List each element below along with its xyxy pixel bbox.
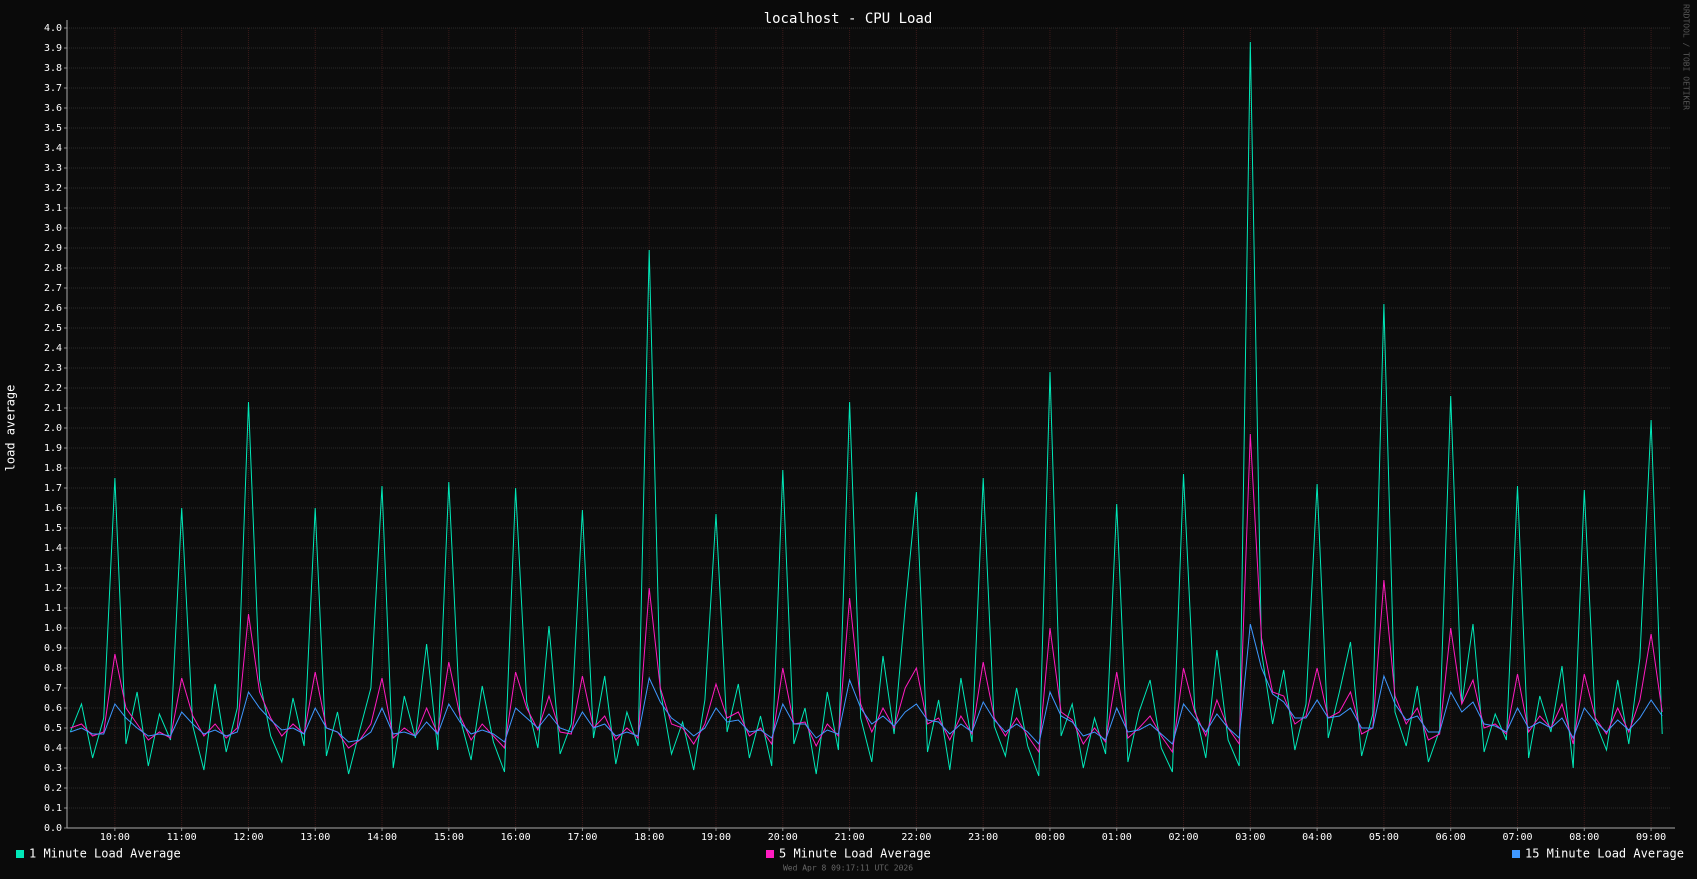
y-tick-label: 3.7: [44, 83, 62, 94]
x-tick-label: 17:00: [567, 832, 597, 843]
x-tick-label: 11:00: [167, 832, 197, 843]
x-tick-label: 19:00: [701, 832, 731, 843]
x-tick-label: 16:00: [501, 832, 531, 843]
y-tick-label: 1.6: [44, 503, 62, 514]
x-tick-label: 20:00: [768, 832, 798, 843]
x-tick-label: 02:00: [1168, 832, 1198, 843]
x-tick-label: 15:00: [434, 832, 464, 843]
x-tick-label: 22:00: [901, 832, 931, 843]
y-tick-label: 2.7: [44, 283, 62, 294]
y-tick-label: 0.2: [44, 783, 62, 794]
y-tick-label: 3.6: [44, 103, 62, 114]
y-tick-label: 2.5: [44, 323, 62, 334]
y-tick-label: 0.0: [44, 823, 62, 834]
x-tick-label: 05:00: [1369, 832, 1399, 843]
y-tick-label: 0.7: [44, 683, 62, 694]
y-tick-label: 4.0: [44, 23, 62, 34]
x-tick-label: 13:00: [300, 832, 330, 843]
x-tick-label: 14:00: [367, 832, 397, 843]
watermark: RRDTOOL / TOBI OETIKER: [1682, 4, 1691, 110]
y-tick-label: 3.4: [44, 143, 62, 154]
x-tick-label: 04:00: [1302, 832, 1332, 843]
y-tick-label: 1.3: [44, 563, 62, 574]
y-tick-label: 1.0: [44, 623, 62, 634]
y-axis-label: load average: [4, 385, 18, 472]
y-tick-label: 2.0: [44, 423, 62, 434]
x-tick-label: 12:00: [233, 832, 263, 843]
lines: [69, 41, 1663, 777]
y-tick-label: 2.8: [44, 263, 62, 274]
y-tick-label: 0.1: [44, 803, 62, 814]
y-tick-label: 3.3: [44, 163, 62, 174]
x-tick-label: 09:00: [1636, 832, 1666, 843]
legend-label: 15 Minute Load Average: [1525, 847, 1684, 861]
x-tick-label: 18:00: [634, 832, 664, 843]
legend-swatch: [16, 850, 24, 858]
plot-area: [67, 28, 1670, 828]
y-tick-label: 2.4: [44, 343, 62, 354]
y-tick-label: 3.8: [44, 63, 62, 74]
y-tick-label: 0.3: [44, 763, 62, 774]
y-tick-label: 0.9: [44, 643, 62, 654]
y-tick-label: 3.9: [44, 43, 62, 54]
y-tick-label: 3.5: [44, 123, 62, 134]
x-tick-label: 06:00: [1436, 832, 1466, 843]
chart-title: localhost - CPU Load: [764, 11, 933, 27]
x-tick-label: 03:00: [1235, 832, 1265, 843]
y-tick-label: 1.2: [44, 583, 62, 594]
legend-swatch: [766, 850, 774, 858]
y-tick-label: 3.1: [44, 203, 62, 214]
y-tick-label: 0.8: [44, 663, 62, 674]
legend-swatch: [1512, 850, 1520, 858]
y-tick-label: 0.5: [44, 723, 62, 734]
y-tick-label: 2.2: [44, 383, 62, 394]
y-tick-label: 3.2: [44, 183, 62, 194]
y-tick-label: 2.9: [44, 243, 62, 254]
y-tick-label: 2.3: [44, 363, 62, 374]
x-tick-label: 08:00: [1569, 832, 1599, 843]
y-tick-label: 2.1: [44, 403, 62, 414]
y-tick-label: 1.1: [44, 603, 62, 614]
y-tick-label: 2.6: [44, 303, 62, 314]
y-tick-label: 0.6: [44, 703, 62, 714]
y-tick-label: 3.0: [44, 223, 62, 234]
y-tick-label: 1.9: [44, 443, 62, 454]
y-tick-label: 1.7: [44, 483, 62, 494]
x-tick-label: 01:00: [1102, 832, 1132, 843]
series-line: [70, 623, 1663, 746]
x-tick-label: 21:00: [835, 832, 865, 843]
timestamp: Wed Apr 8 09:17:11 UTC 2026: [783, 864, 913, 873]
x-tick-label: 23:00: [968, 832, 998, 843]
legend: 1 Minute Load Average 5 Minute Load Avera…: [16, 847, 1684, 861]
series-line: [69, 41, 1663, 777]
legend-label: 5 Minute Load Average: [779, 847, 931, 861]
x-tick-label: 00:00: [1035, 832, 1065, 843]
x-tick-label: 07:00: [1502, 832, 1532, 843]
y-tick-label: 1.8: [44, 463, 62, 474]
x-tick-label: 10:00: [100, 832, 130, 843]
y-tick-label: 0.4: [44, 743, 62, 754]
legend-label: 1 Minute Load Average: [29, 847, 181, 861]
y-tick-label: 1.5: [44, 523, 62, 534]
grid: 0.0 0.1 0.2 0.3 0.4 0.5 0.6 0.7 0.8 0.9 1.0 1.1 1.2 1…: [44, 20, 1675, 843]
y-tick-label: 1.4: [44, 543, 62, 554]
